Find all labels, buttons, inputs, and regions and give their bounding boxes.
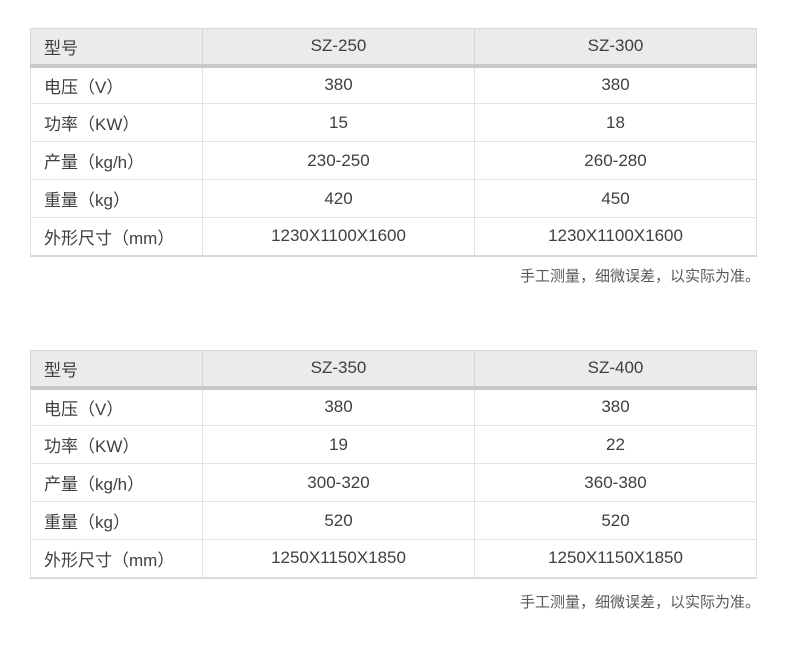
header-label-model: 型号 bbox=[30, 28, 203, 68]
spec-value: 1230X1100X1600 bbox=[202, 217, 475, 257]
spec-value: 15 bbox=[202, 103, 475, 142]
spec-table: 型号 SZ-350 SZ-400 电压（V） 380 380 功率（KW） 19… bbox=[30, 350, 757, 579]
spec-value: 380 bbox=[202, 65, 475, 104]
spec-table-sz250-sz300: 型号 SZ-250 SZ-300 电压（V） 380 380 功率（KW） 15… bbox=[30, 28, 757, 257]
header-row: 型号 SZ-250 SZ-300 bbox=[30, 28, 757, 68]
table-row-output: 产量（kg/h） 300-320 360-380 bbox=[30, 463, 757, 502]
header-label-model: 型号 bbox=[30, 350, 203, 390]
spec-value: 22 bbox=[474, 425, 757, 464]
spec-value: 420 bbox=[202, 179, 475, 218]
row-label: 功率（KW） bbox=[30, 103, 203, 142]
measurement-disclaimer-note: 手工测量，细微误差，以实际为准。 bbox=[519, 594, 760, 611]
spec-value: 1230X1100X1600 bbox=[474, 217, 757, 257]
spec-value: 1250X1150X1850 bbox=[474, 539, 757, 579]
row-label: 产量（kg/h） bbox=[30, 141, 203, 180]
spec-value: 18 bbox=[474, 103, 757, 142]
row-label: 功率（KW） bbox=[30, 425, 203, 464]
row-label: 外形尺寸（mm） bbox=[30, 217, 203, 257]
table-row-voltage: 电压（V） 380 380 bbox=[30, 387, 757, 426]
row-label: 产量（kg/h） bbox=[30, 463, 203, 502]
spec-value: 360-380 bbox=[474, 463, 757, 502]
column-header-model-1: SZ-350 bbox=[202, 350, 475, 390]
row-label: 重量（kg） bbox=[30, 501, 203, 540]
row-label: 重量（kg） bbox=[30, 179, 203, 218]
spec-table-sz350-sz400: 型号 SZ-350 SZ-400 电压（V） 380 380 功率（KW） 19… bbox=[30, 350, 757, 579]
header-row: 型号 SZ-350 SZ-400 bbox=[30, 350, 757, 390]
row-label: 电压（V） bbox=[30, 387, 203, 426]
table-row-power: 功率（KW） 15 18 bbox=[30, 103, 757, 142]
spec-value: 230-250 bbox=[202, 141, 475, 180]
spec-value: 450 bbox=[474, 179, 757, 218]
spec-value: 300-320 bbox=[202, 463, 475, 502]
spec-value: 520 bbox=[474, 501, 757, 540]
spec-table: 型号 SZ-250 SZ-300 电压（V） 380 380 功率（KW） 15… bbox=[30, 28, 757, 257]
spec-value: 380 bbox=[474, 387, 757, 426]
spec-value: 260-280 bbox=[474, 141, 757, 180]
table-row-weight: 重量（kg） 420 450 bbox=[30, 179, 757, 218]
table-row-voltage: 电压（V） 380 380 bbox=[30, 65, 757, 104]
table-row-output: 产量（kg/h） 230-250 260-280 bbox=[30, 141, 757, 180]
measurement-disclaimer-note: 手工测量，细微误差，以实际为准。 bbox=[519, 268, 760, 285]
spec-value: 380 bbox=[474, 65, 757, 104]
table-row-power: 功率（KW） 19 22 bbox=[30, 425, 757, 464]
spec-value: 1250X1150X1850 bbox=[202, 539, 475, 579]
spec-value: 380 bbox=[202, 387, 475, 426]
column-header-model-1: SZ-250 bbox=[202, 28, 475, 68]
spec-value: 19 bbox=[202, 425, 475, 464]
table-row-dimensions: 外形尺寸（mm） 1230X1100X1600 1230X1100X1600 bbox=[30, 217, 757, 257]
column-header-model-2: SZ-300 bbox=[474, 28, 757, 68]
table-row-weight: 重量（kg） 520 520 bbox=[30, 501, 757, 540]
row-label: 电压（V） bbox=[30, 65, 203, 104]
column-header-model-2: SZ-400 bbox=[474, 350, 757, 390]
spec-value: 520 bbox=[202, 501, 475, 540]
table-row-dimensions: 外形尺寸（mm） 1250X1150X1850 1250X1150X1850 bbox=[30, 539, 757, 579]
row-label: 外形尺寸（mm） bbox=[30, 539, 203, 579]
